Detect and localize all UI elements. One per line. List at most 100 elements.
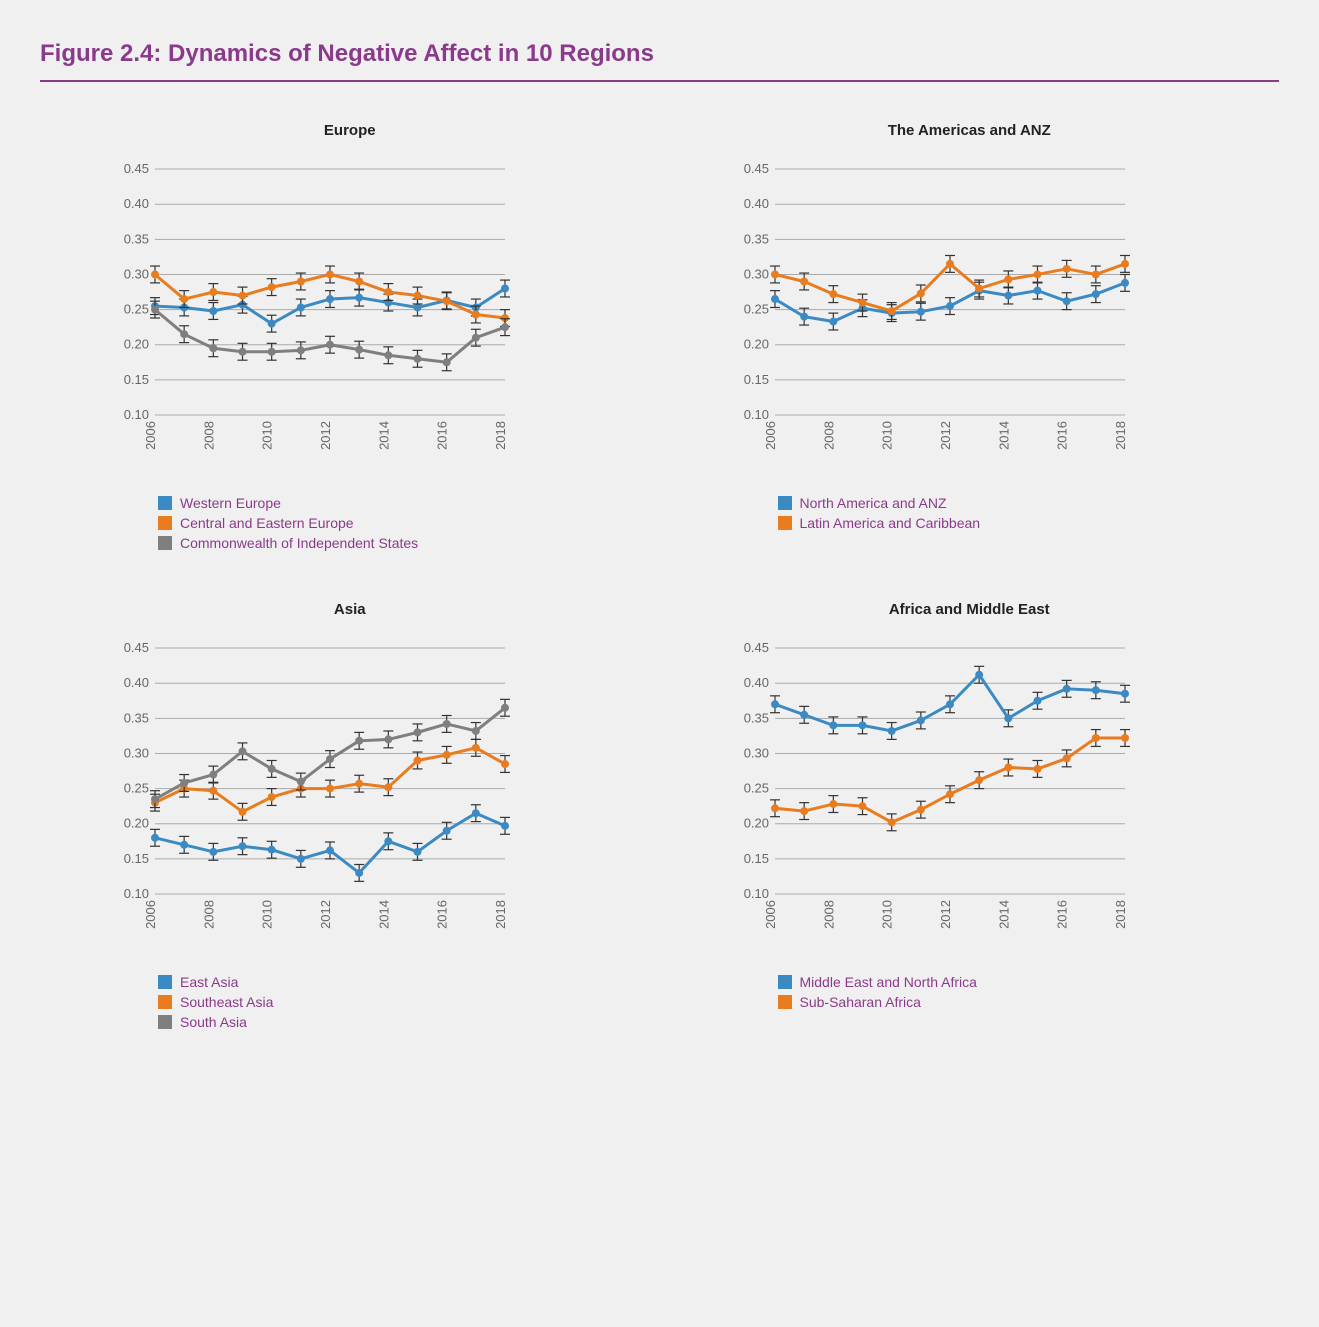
y-tick-label: 0.20 bbox=[124, 337, 149, 352]
x-tick-label: 2018 bbox=[1113, 900, 1128, 929]
y-tick-label: 0.20 bbox=[743, 816, 768, 831]
legend-americas: North America and ANZ Latin America and C… bbox=[778, 495, 1220, 531]
chart-svg: 0.10 0.15 0.20 0.25 0.30 0.35 0.40 0.45 2006 2008… bbox=[100, 624, 520, 964]
y-tick-label: 0.45 bbox=[743, 161, 768, 176]
x-tick-label: 2008 bbox=[821, 900, 836, 929]
chart-svg: 0.100.150.200.250.300.350.400.4520062008… bbox=[100, 145, 520, 485]
panel-americas: The Americas and ANZ 0.100.150.200.250.3… bbox=[720, 122, 1220, 551]
x-tick-label: 2018 bbox=[493, 900, 508, 929]
panel-title: Europe bbox=[100, 122, 600, 139]
chart-africa: 0.100.150.200.250.300.350.400.4520062008… bbox=[720, 624, 1220, 964]
legend-item: Southeast Asia bbox=[158, 994, 600, 1010]
legend-swatch bbox=[158, 995, 172, 1009]
y-tick-label: 0.10 bbox=[743, 407, 768, 422]
panel-africa: Africa and Middle East 0.100.150.200.250… bbox=[720, 601, 1220, 1030]
y-tick-label: 0.15 bbox=[743, 851, 768, 866]
y-tick-label: 0.30 bbox=[743, 745, 768, 760]
y-tick-label: 0.10 bbox=[124, 886, 149, 901]
y-tick-label: 0.25 bbox=[124, 302, 149, 317]
legend-item: Middle East and North Africa bbox=[778, 974, 1220, 990]
legend-item: South Asia bbox=[158, 1014, 600, 1030]
x-tick-label: 2014 bbox=[376, 421, 391, 450]
x-tick-label: 2010 bbox=[260, 421, 275, 450]
legend-europe: Western Europe Central and Eastern Europe… bbox=[158, 495, 600, 551]
x-tick-label: 2014 bbox=[376, 900, 391, 929]
y-tick-label: 0.15 bbox=[124, 851, 149, 866]
x-tick-label: 2010 bbox=[260, 900, 275, 929]
legend-label: Western Europe bbox=[180, 495, 281, 511]
y-tick-label: 0.40 bbox=[124, 196, 149, 211]
x-tick-label: 2016 bbox=[1054, 900, 1069, 929]
y-tick-label: 0.45 bbox=[124, 161, 149, 176]
legend-item: Sub-Saharan Africa bbox=[778, 994, 1220, 1010]
chart-svg: 0.100.150.200.250.300.350.400.4520062008… bbox=[720, 624, 1140, 964]
legend-item: Central and Eastern Europe bbox=[158, 515, 600, 531]
panel-europe: Europe 0.100.150.200.250.300.350.400.452… bbox=[100, 122, 600, 551]
legend-label: Southeast Asia bbox=[180, 994, 273, 1010]
y-tick-label: 0.40 bbox=[743, 675, 768, 690]
legend-asia: East Asia Southeast Asia South Asia bbox=[158, 974, 600, 1030]
chart-asia: 0.10 0.15 0.20 0.25 0.30 0.35 0.40 0.45 2006 2008… bbox=[100, 624, 600, 964]
legend-item: North America and ANZ bbox=[778, 495, 1220, 511]
legend-label: North America and ANZ bbox=[800, 495, 947, 511]
series-line bbox=[775, 738, 1125, 822]
x-tick-label: 2006 bbox=[763, 900, 778, 929]
legend-swatch bbox=[158, 1015, 172, 1029]
x-tick-label: 2006 bbox=[143, 421, 158, 450]
panel-title: Africa and Middle East bbox=[720, 601, 1220, 618]
y-tick-label: 0.15 bbox=[124, 372, 149, 387]
x-tick-label: 2008 bbox=[201, 900, 216, 929]
legend-label: South Asia bbox=[180, 1014, 247, 1030]
legend-label: East Asia bbox=[180, 974, 238, 990]
y-tick-label: 0.40 bbox=[743, 196, 768, 211]
legend-item: Commonwealth of Independent States bbox=[158, 535, 600, 551]
x-tick-label: 2012 bbox=[318, 421, 333, 450]
x-tick-label: 2008 bbox=[821, 421, 836, 450]
legend-swatch bbox=[158, 516, 172, 530]
y-tick-label: 0.30 bbox=[124, 745, 149, 760]
legend-swatch bbox=[158, 536, 172, 550]
legend-item: East Asia bbox=[158, 974, 600, 990]
y-tick-label: 0.45 bbox=[743, 640, 768, 655]
title-rule bbox=[40, 80, 1279, 82]
panel-asia: Asia 0.100.150.200.250.300.350.400.45200… bbox=[100, 601, 600, 1030]
x-tick-label: 2018 bbox=[493, 421, 508, 450]
x-tick-label: 2006 bbox=[143, 900, 158, 929]
x-tick-label: 2016 bbox=[1054, 421, 1069, 450]
y-tick-label: 0.40 bbox=[124, 675, 149, 690]
x-tick-label: 2012 bbox=[318, 900, 333, 929]
y-tick-label: 0.20 bbox=[743, 337, 768, 352]
y-tick-label: 0.30 bbox=[743, 266, 768, 281]
x-tick-label: 2010 bbox=[879, 900, 894, 929]
legend-swatch bbox=[778, 516, 792, 530]
x-tick-label: 2012 bbox=[938, 900, 953, 929]
x-tick-label: 2006 bbox=[763, 421, 778, 450]
chart-europe: 0.100.150.200.250.300.350.400.4520062008… bbox=[100, 145, 600, 485]
y-tick-label: 0.20 bbox=[124, 816, 149, 831]
x-tick-label: 2010 bbox=[879, 421, 894, 450]
x-tick-label: 2008 bbox=[201, 421, 216, 450]
legend-swatch bbox=[158, 496, 172, 510]
legend-swatch bbox=[778, 975, 792, 989]
y-tick-label: 0.25 bbox=[743, 302, 768, 317]
y-tick-label: 0.45 bbox=[124, 640, 149, 655]
chart-svg: 0.10 0.15 0.20 0.25 0.30 0.35 0.40 0.45 2006 2008… bbox=[720, 145, 1140, 485]
x-tick-label: 2016 bbox=[435, 900, 450, 929]
legend-label: Sub-Saharan Africa bbox=[800, 994, 921, 1010]
y-tick-label: 0.35 bbox=[124, 710, 149, 725]
legend-swatch bbox=[778, 496, 792, 510]
legend-africa: Middle East and North Africa Sub-Saharan … bbox=[778, 974, 1220, 1010]
y-tick-label: 0.15 bbox=[743, 372, 768, 387]
legend-swatch bbox=[778, 995, 792, 1009]
x-tick-label: 2014 bbox=[996, 900, 1011, 929]
figure-title: Figure 2.4: Dynamics of Negative Affect … bbox=[40, 40, 1279, 80]
legend-label: Central and Eastern Europe bbox=[180, 515, 354, 531]
y-tick-label: 0.25 bbox=[124, 781, 149, 796]
y-tick-label: 0.10 bbox=[743, 886, 768, 901]
legend-item: Latin America and Caribbean bbox=[778, 515, 1220, 531]
legend-item: Western Europe bbox=[158, 495, 600, 511]
x-tick-label: 2016 bbox=[435, 421, 450, 450]
y-tick-label: 0.10 bbox=[124, 407, 149, 422]
panels-grid: Europe 0.10 0.15 0.20 0.25 0.30 0.35 0.40 0.45 2… bbox=[40, 122, 1279, 1030]
y-tick-label: 0.35 bbox=[743, 231, 768, 246]
